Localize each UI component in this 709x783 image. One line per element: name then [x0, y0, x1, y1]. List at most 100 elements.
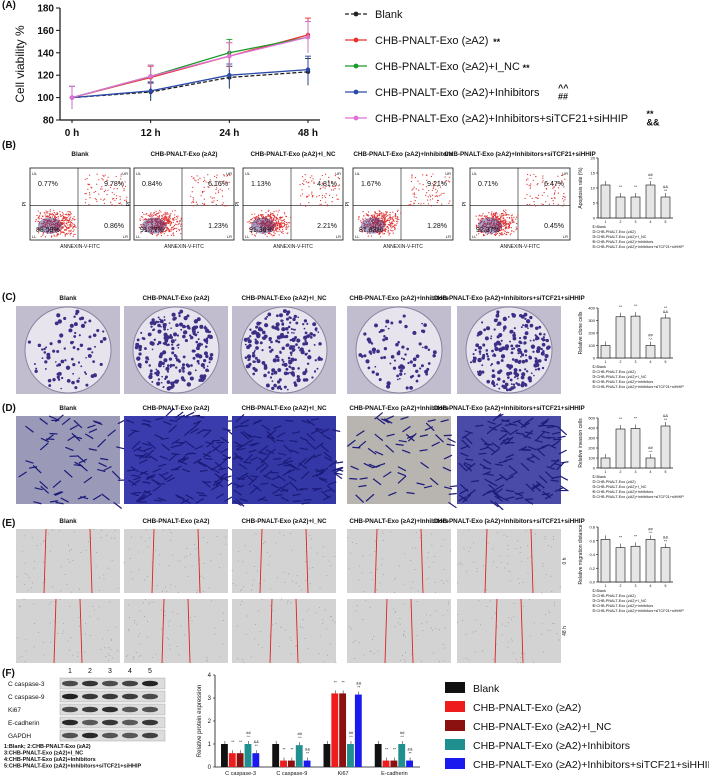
event-dot: [162, 217, 164, 219]
event-dot: [53, 234, 55, 236]
invading-cell: [233, 482, 242, 488]
invading-cell: [359, 477, 368, 480]
colony-dot: [168, 386, 172, 390]
colony-dot: [281, 327, 286, 332]
event-dot: [215, 203, 217, 206]
invasion-sig-mark: &&: [663, 413, 669, 418]
colony-dot: [529, 315, 533, 320]
event-dot: [281, 216, 284, 218]
invading-cell: [315, 468, 324, 474]
invading-cell: [158, 463, 167, 468]
event-dot: [256, 222, 258, 224]
invading-cell: [374, 433, 384, 442]
invading-cell: [424, 426, 434, 431]
colony-dot: [180, 328, 183, 331]
cell-texture: [431, 533, 433, 535]
event-dot: [500, 216, 502, 218]
cell-texture: [290, 639, 292, 641]
event-dot: [275, 220, 277, 222]
invading-cell: [328, 481, 337, 486]
event-dot: [115, 175, 117, 178]
colony-dot: [200, 343, 204, 346]
protein-category-label: C caspase-3: [225, 771, 256, 777]
migration-sig-mark: ^^: [649, 530, 653, 535]
event-dot: [510, 232, 512, 235]
event-dot: [267, 220, 269, 222]
cell-texture: [127, 654, 129, 656]
colony-dot: [535, 349, 541, 354]
event-dot: [363, 223, 366, 225]
event-dot: [443, 192, 445, 194]
event-dot: [500, 213, 503, 215]
cell-texture: [210, 560, 212, 562]
colony-dot: [291, 331, 293, 334]
cell-texture: [187, 575, 189, 577]
event-dot: [219, 188, 221, 190]
event-dot: [372, 222, 375, 225]
colony-dot: [202, 374, 207, 378]
protein-sig-mark: &&: [305, 747, 311, 752]
event-dot: [505, 225, 507, 227]
event-dot: [70, 232, 72, 234]
event-dot: [503, 225, 505, 227]
event-dot: [372, 214, 374, 216]
event-dot: [435, 192, 437, 194]
invasion-x-tick-label: 5: [665, 470, 667, 474]
event-dot: [264, 218, 266, 221]
migration-sig-mark: &&: [663, 535, 669, 540]
event-dot: [145, 213, 147, 215]
event-dot: [392, 211, 394, 213]
event-dot: [62, 226, 64, 228]
migration-x-tick-label: 1: [605, 584, 607, 588]
colony-dot: [148, 364, 151, 367]
event-dot: [374, 216, 376, 218]
invading-cell: [306, 419, 315, 426]
event-dot: [228, 188, 230, 190]
colony-dot: [290, 327, 293, 330]
event-dot: [367, 211, 370, 213]
event-dot: [38, 228, 41, 231]
invading-cell: [55, 414, 64, 423]
event-dot: [261, 220, 264, 223]
cell-texture: [60, 566, 62, 568]
event-dot: [143, 228, 146, 230]
apoptosis-bar: [630, 196, 641, 219]
colony-dot: [490, 364, 492, 367]
invading-cell: [482, 490, 491, 497]
event-dot: [148, 226, 150, 228]
invading-cell: [277, 452, 287, 456]
event-dot: [260, 214, 262, 216]
cell-texture: [551, 591, 553, 593]
legend-swatch-marker: [353, 89, 359, 95]
event-dot: [55, 231, 58, 233]
event-dot: [57, 228, 60, 230]
event-dot: [74, 233, 76, 235]
colony-dot: [259, 321, 262, 325]
invading-cell: [185, 494, 194, 500]
colony-dot: [244, 343, 247, 346]
invading-cell: [479, 463, 489, 470]
event-dot: [163, 213, 165, 215]
cell-texture: [501, 623, 503, 625]
cell-texture: [100, 648, 102, 650]
invading-cell: [501, 419, 510, 423]
invading-cell: [171, 438, 180, 445]
event-dot: [265, 221, 268, 224]
colony-dot: [544, 358, 548, 362]
scratch-edge-left: [53, 598, 57, 664]
invading-cell: [154, 434, 163, 440]
event-dot: [505, 222, 507, 225]
event-dot: [160, 211, 162, 213]
scratch-edge-right: [197, 528, 201, 594]
invading-cell: [324, 488, 333, 493]
colony-title: Blank: [59, 295, 77, 302]
event-dot: [374, 211, 376, 213]
event-dot: [272, 226, 274, 228]
cell-texture: [395, 610, 397, 612]
cell-texture: [231, 570, 233, 572]
invading-cell: [196, 415, 205, 419]
protein-band: [62, 706, 78, 713]
colony-dot: [498, 387, 501, 390]
event-dot: [485, 224, 487, 227]
cell-texture: [43, 540, 45, 542]
